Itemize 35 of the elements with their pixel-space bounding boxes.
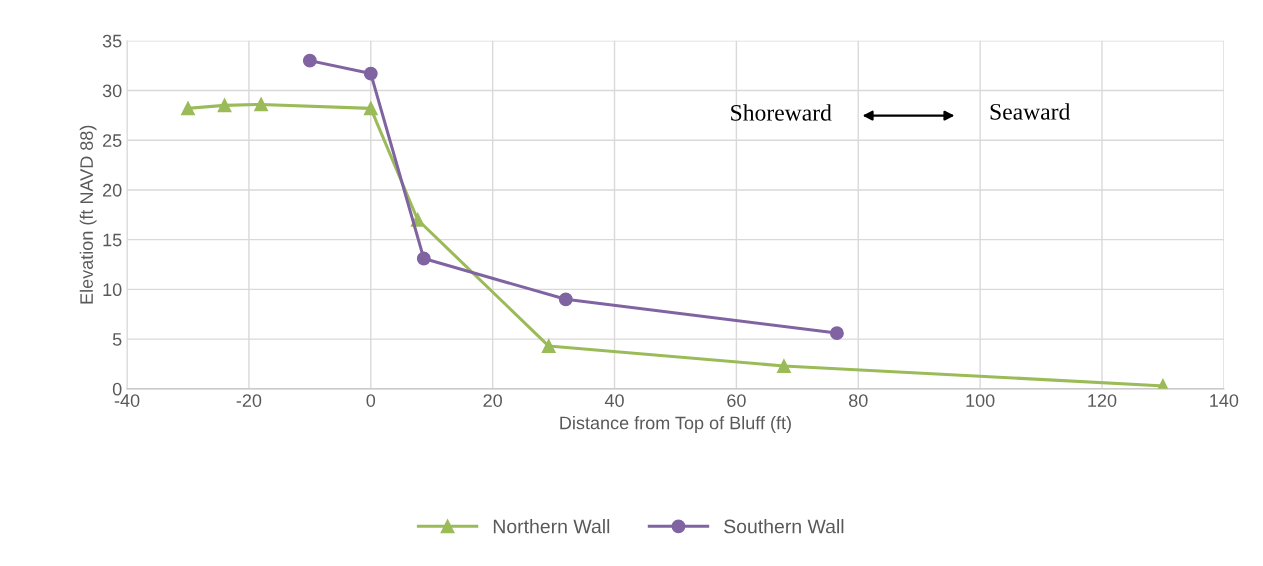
x-tick-label: 100 [966, 394, 995, 407]
y-axis-title: Elevation (ft NAVD 88) [79, 125, 97, 304]
point [363, 101, 378, 116]
x-tick-label: 20 [483, 394, 502, 407]
point [302, 53, 317, 68]
legend-label: Northern Wall [493, 519, 610, 534]
x-tick-label: -40 [114, 394, 140, 407]
x-tick-label: 0 [366, 394, 376, 407]
point [363, 66, 378, 81]
annotation: Seaward [990, 103, 1071, 120]
y-tick-label: 35 [102, 34, 122, 48]
point [181, 101, 195, 116]
y-tick-label: 0 [112, 382, 122, 396]
x-tick-label: 60 [727, 394, 746, 407]
y-tick-label: 5 [112, 333, 122, 346]
legend-label: Southern Wall [724, 519, 844, 534]
point [558, 292, 573, 307]
point [254, 97, 269, 112]
point [416, 251, 431, 266]
x-tick-label: 140 [1210, 394, 1239, 407]
y-tick-label: 10 [103, 283, 122, 297]
x-tick-label: 80 [848, 394, 868, 407]
y-tick-label: 20 [103, 183, 122, 197]
y-tick-label: 30 [102, 84, 122, 98]
x-tick-label: -20 [236, 394, 262, 407]
x-axis-title: Distance from Top of Bluff (ft) [560, 416, 791, 433]
point [829, 326, 844, 341]
annotation: Shoreward [731, 104, 832, 121]
y-tick-label: 25 [103, 134, 122, 147]
point [776, 359, 791, 373]
x-tick-label: 40 [604, 394, 624, 407]
y-tick-label: 15 [103, 233, 122, 247]
point [217, 98, 232, 113]
point [541, 339, 556, 354]
x-tick-label: 120 [1088, 394, 1117, 407]
